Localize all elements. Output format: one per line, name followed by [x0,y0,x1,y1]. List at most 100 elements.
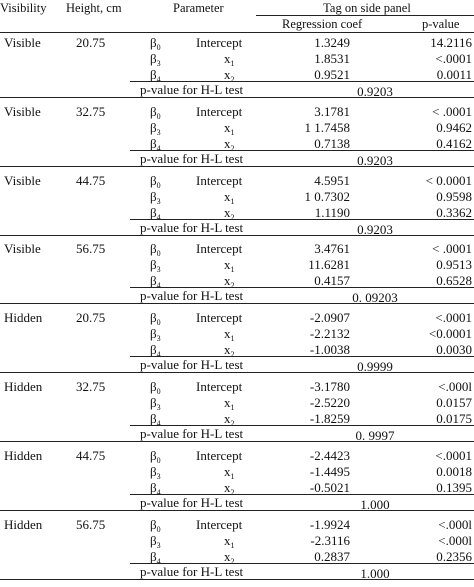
parameter-symbol: β0 [150,104,161,121]
p-value-cell: 14.2116 [430,35,472,50]
intercept-label: Intercept [196,35,243,50]
hl-test-value: 0.9203 [357,84,393,99]
parameter-name: x2 [224,343,235,359]
hl-test-value: 0. 09203 [352,290,398,305]
hl-top-rule [130,150,474,151]
height-cell: 20.75 [76,35,106,50]
intercept-label: Intercept [196,517,243,532]
hl-test-label: p-value for H-L test [140,564,244,579]
hl-test-value: 0.9203 [357,153,393,168]
regression-coef-cell: 0.2837 [314,549,350,564]
group-bottom-rule [0,235,474,236]
regression-coef-cell: -1.9924 [309,517,350,532]
parameter-symbol: β3 [150,533,161,550]
group-bottom-rule [0,579,474,580]
parameter-name: x1 [224,327,235,343]
visibility-cell: Hidden [4,517,43,532]
parameter-name: x1 [224,395,235,412]
group-bottom-rule [0,441,474,442]
parameter-symbol: β0 [150,35,161,52]
p-value-cell: <.000l [438,379,472,394]
parameter-name: x2 [224,550,235,566]
hl-top-rule [130,219,474,220]
parameter-name: x1 [224,534,235,550]
regression-coef-cell: 1 0.7302 [304,189,351,204]
parameter-name: Intercept [196,380,242,393]
parameter-symbol: β4 [150,411,161,428]
visibility-cell: Hidden [4,379,43,394]
x1-label: x1 [224,395,235,412]
intercept-label: Intercept [196,104,243,119]
header-height: Height, cm [66,1,122,15]
parameter-symbol: β0 [150,173,161,190]
regression-coef-cell: 0.4157 [314,273,350,288]
header-parameter: Parameter [173,1,224,15]
hl-test-label: p-value for H-L test [140,426,244,441]
parameter-symbol: β4 [150,549,161,566]
parameter-symbol: β4 [150,342,161,359]
group-bottom-rule [0,166,474,167]
regression-coef-cell: -2.2132 [309,326,350,341]
p-value-cell: 0.1395 [436,480,472,495]
regression-coef-cell: 1.1190 [314,205,350,220]
parameter-name: x2 [224,68,235,84]
p-value-cell: 0.9598 [436,189,472,204]
group-bottom-rule [0,372,474,373]
regression-coef-cell: -1.8259 [309,411,350,426]
p-value-cell: 0.3362 [436,205,472,220]
hl-top-rule [130,81,474,82]
parameter-name: Intercept [196,311,242,324]
parameter-name: Intercept [196,518,242,531]
regression-coef-cell: 11.6281 [308,257,350,272]
parameter-symbol: β3 [150,189,161,206]
p-value-cell: 0.0175 [436,411,472,426]
hl-top-rule [130,287,474,288]
regression-coef-cell: -2.0907 [309,310,350,325]
parameter-symbol: β4 [150,480,161,497]
visibility-cell: Hidden [4,448,43,463]
p-value-cell: < .0001 [432,104,472,119]
regression-coef-cell: -1.4495 [309,464,350,479]
parameter-name: x1 [224,52,235,68]
hl-top-rule [130,356,474,357]
header-regression-coef: Regression coef [282,17,363,31]
x1-label: x1 [224,257,235,274]
parameter-symbol: β4 [150,67,161,84]
group-bottom-rule [0,510,474,511]
parameter-name: Intercept [196,449,242,462]
regression-coef-cell: -2.5220 [309,395,350,410]
parameter-symbol: β0 [150,517,161,534]
regression-coef-cell: -2.3116 [310,533,350,548]
parameter-name: x2 [224,273,235,290]
parameter-name: x2 [224,205,235,222]
p-value-cell: <.0001 [435,448,472,463]
hl-test-label: p-value for H-L test [140,82,244,97]
x2-label: x2 [224,273,235,290]
intercept-label: Intercept [196,379,243,394]
p-value-cell: < 0.0001 [425,173,472,188]
hl-test-value: 1.000 [360,566,390,581]
p-value-cell: 0.2356 [436,549,472,564]
regression-coef-cell: 1.8531 [314,51,350,66]
regression-coef-cell: -1.0038 [309,342,350,357]
regression-coef-cell: 1 1.7458 [304,120,351,135]
p-value-cell: 0.0030 [436,342,472,357]
parameter-name: x1 [224,257,235,274]
hl-test-value: 0.9999 [357,359,393,374]
parameter-name: Intercept [196,242,242,255]
header-visibility: Visibility [0,1,47,15]
parameter-symbol: β3 [150,51,161,68]
x2-label: x2 [224,136,235,153]
regression-coef-cell: 1.3249 [314,35,350,50]
p-value-cell: 0.9513 [436,257,472,272]
x2-label: x2 [224,411,235,428]
visibility-cell: Visible [4,35,41,50]
p-value-cell: 0.4162 [436,136,472,151]
parameter-symbol: β3 [150,395,161,412]
p-value-cell: 0.0018 [436,464,472,479]
x2-label: x2 [224,205,235,222]
visibility-cell: Visible [4,104,41,119]
group-bottom-rule [0,303,474,304]
height-cell: 56.75 [76,241,106,256]
parameter-name: x1 [224,190,235,206]
